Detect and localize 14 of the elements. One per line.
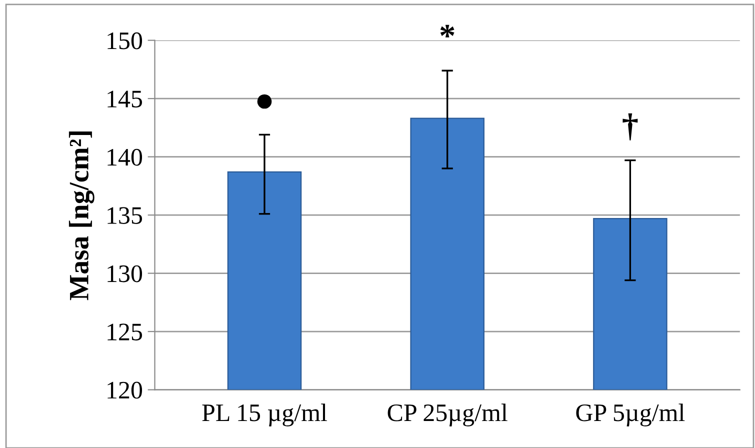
x-tick-label: GP 5µg/ml bbox=[576, 404, 685, 426]
x-tick-label: PL 15 µg/ml bbox=[202, 404, 327, 426]
y-tick-label: 125 bbox=[108, 324, 142, 340]
x-tick-label: CP 25µg/ml bbox=[388, 404, 508, 426]
y-axis-title: Masa [ng/cm²] bbox=[68, 132, 94, 300]
annotation: ● bbox=[257, 94, 272, 109]
y-tick-label: 150 bbox=[108, 32, 142, 50]
y-tick-label: 135 bbox=[108, 207, 142, 224]
y-tick-label: 120 bbox=[108, 382, 142, 399]
y-tick-label: 140 bbox=[108, 148, 142, 166]
y-tick-label: 130 bbox=[108, 265, 142, 282]
y-tick-label: 145 bbox=[108, 90, 142, 108]
text: * bbox=[440, 24, 454, 38]
annotation: † bbox=[622, 113, 638, 140]
